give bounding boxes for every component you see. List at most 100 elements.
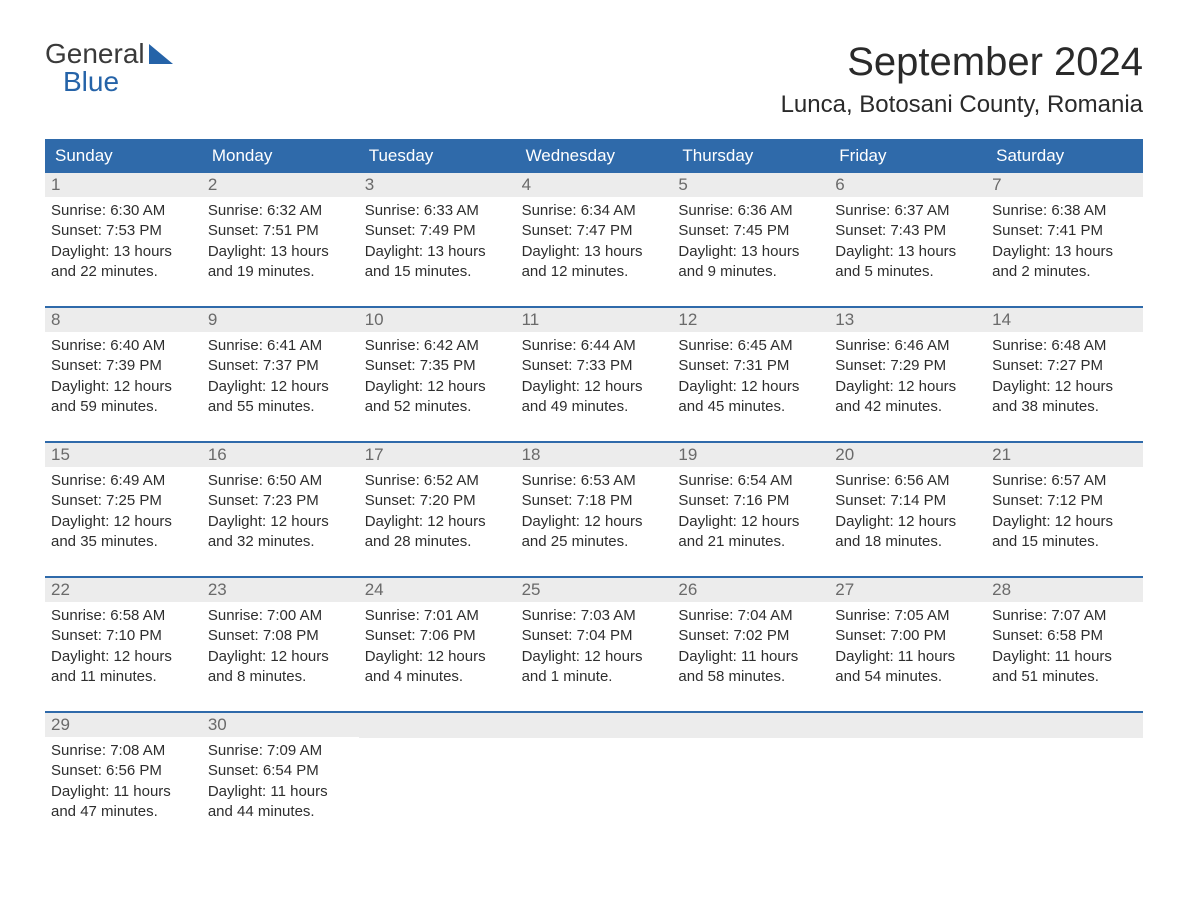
logo: General Blue — [45, 40, 173, 96]
day-number: 12 — [672, 308, 829, 332]
sunset-line: Sunset: 7:41 PM — [992, 221, 1137, 241]
daylight-line: Daylight: 11 hours — [678, 647, 823, 667]
week-row: 15Sunrise: 6:49 AMSunset: 7:25 PMDayligh… — [45, 441, 1143, 568]
day-cell: 23Sunrise: 7:00 AMSunset: 7:08 PMDayligh… — [202, 578, 359, 703]
day-number: 19 — [672, 443, 829, 467]
daylight-line: and 25 minutes. — [522, 532, 667, 552]
day-cell: 22Sunrise: 6:58 AMSunset: 7:10 PMDayligh… — [45, 578, 202, 703]
sunrise-line: Sunrise: 7:04 AM — [678, 606, 823, 626]
sunset-line: Sunset: 7:29 PM — [835, 356, 980, 376]
sunrise-line: Sunrise: 6:57 AM — [992, 471, 1137, 491]
day-body: Sunrise: 6:42 AMSunset: 7:35 PMDaylight:… — [359, 332, 516, 417]
sunset-line: Sunset: 7:04 PM — [522, 626, 667, 646]
daylight-line: Daylight: 12 hours — [522, 647, 667, 667]
daylight-line: Daylight: 11 hours — [992, 647, 1137, 667]
daylight-line: and 45 minutes. — [678, 397, 823, 417]
day-cell: 28Sunrise: 7:07 AMSunset: 6:58 PMDayligh… — [986, 578, 1143, 703]
day-cell — [359, 713, 516, 838]
day-number — [516, 713, 673, 738]
daylight-line: and 22 minutes. — [51, 262, 196, 282]
sunset-line: Sunset: 7:10 PM — [51, 626, 196, 646]
sunrise-line: Sunrise: 6:38 AM — [992, 201, 1137, 221]
daylight-line: and 11 minutes. — [51, 667, 196, 687]
daylight-line: Daylight: 13 hours — [365, 242, 510, 262]
day-cell: 5Sunrise: 6:36 AMSunset: 7:45 PMDaylight… — [672, 173, 829, 298]
day-cell: 15Sunrise: 6:49 AMSunset: 7:25 PMDayligh… — [45, 443, 202, 568]
daylight-line: and 19 minutes. — [208, 262, 353, 282]
dow-cell: Sunday — [45, 139, 202, 173]
logo-blue: Blue — [63, 68, 173, 96]
day-number: 11 — [516, 308, 673, 332]
day-body: Sunrise: 6:38 AMSunset: 7:41 PMDaylight:… — [986, 197, 1143, 282]
day-number: 1 — [45, 173, 202, 197]
day-body: Sunrise: 6:33 AMSunset: 7:49 PMDaylight:… — [359, 197, 516, 282]
daylight-line: and 5 minutes. — [835, 262, 980, 282]
day-number: 24 — [359, 578, 516, 602]
day-number: 3 — [359, 173, 516, 197]
day-cell: 30Sunrise: 7:09 AMSunset: 6:54 PMDayligh… — [202, 713, 359, 838]
day-number: 16 — [202, 443, 359, 467]
sunrise-line: Sunrise: 6:41 AM — [208, 336, 353, 356]
dow-cell: Tuesday — [359, 139, 516, 173]
day-cell: 8Sunrise: 6:40 AMSunset: 7:39 PMDaylight… — [45, 308, 202, 433]
daylight-line: and 1 minute. — [522, 667, 667, 687]
sunrise-line: Sunrise: 6:58 AM — [51, 606, 196, 626]
daylight-line: and 35 minutes. — [51, 532, 196, 552]
daylight-line: and 42 minutes. — [835, 397, 980, 417]
day-body: Sunrise: 6:50 AMSunset: 7:23 PMDaylight:… — [202, 467, 359, 552]
daylight-line: and 32 minutes. — [208, 532, 353, 552]
day-body: Sunrise: 6:46 AMSunset: 7:29 PMDaylight:… — [829, 332, 986, 417]
day-number: 7 — [986, 173, 1143, 197]
day-cell: 25Sunrise: 7:03 AMSunset: 7:04 PMDayligh… — [516, 578, 673, 703]
day-cell: 24Sunrise: 7:01 AMSunset: 7:06 PMDayligh… — [359, 578, 516, 703]
day-number: 27 — [829, 578, 986, 602]
daylight-line: Daylight: 11 hours — [51, 782, 196, 802]
sunrise-line: Sunrise: 6:36 AM — [678, 201, 823, 221]
day-cell: 29Sunrise: 7:08 AMSunset: 6:56 PMDayligh… — [45, 713, 202, 838]
day-body: Sunrise: 6:53 AMSunset: 7:18 PMDaylight:… — [516, 467, 673, 552]
daylight-line: Daylight: 12 hours — [678, 377, 823, 397]
day-number: 17 — [359, 443, 516, 467]
daylight-line: and 9 minutes. — [678, 262, 823, 282]
day-number: 9 — [202, 308, 359, 332]
daylight-line: Daylight: 11 hours — [835, 647, 980, 667]
sunrise-line: Sunrise: 7:09 AM — [208, 741, 353, 761]
daylight-line: and 58 minutes. — [678, 667, 823, 687]
daylight-line: and 18 minutes. — [835, 532, 980, 552]
sunrise-line: Sunrise: 6:33 AM — [365, 201, 510, 221]
dow-cell: Monday — [202, 139, 359, 173]
daylight-line: Daylight: 13 hours — [835, 242, 980, 262]
day-number: 18 — [516, 443, 673, 467]
daylight-line: and 15 minutes. — [365, 262, 510, 282]
sunset-line: Sunset: 7:20 PM — [365, 491, 510, 511]
day-cell: 16Sunrise: 6:50 AMSunset: 7:23 PMDayligh… — [202, 443, 359, 568]
sunrise-line: Sunrise: 6:40 AM — [51, 336, 196, 356]
day-body: Sunrise: 6:40 AMSunset: 7:39 PMDaylight:… — [45, 332, 202, 417]
day-body: Sunrise: 7:08 AMSunset: 6:56 PMDaylight:… — [45, 737, 202, 822]
day-cell: 9Sunrise: 6:41 AMSunset: 7:37 PMDaylight… — [202, 308, 359, 433]
day-number: 6 — [829, 173, 986, 197]
week-row: 22Sunrise: 6:58 AMSunset: 7:10 PMDayligh… — [45, 576, 1143, 703]
sunset-line: Sunset: 7:25 PM — [51, 491, 196, 511]
day-cell: 1Sunrise: 6:30 AMSunset: 7:53 PMDaylight… — [45, 173, 202, 298]
sunset-line: Sunset: 7:43 PM — [835, 221, 980, 241]
logo-general: General — [45, 40, 145, 68]
day-body: Sunrise: 6:44 AMSunset: 7:33 PMDaylight:… — [516, 332, 673, 417]
day-body: Sunrise: 7:04 AMSunset: 7:02 PMDaylight:… — [672, 602, 829, 687]
day-body: Sunrise: 6:37 AMSunset: 7:43 PMDaylight:… — [829, 197, 986, 282]
location: Lunca, Botosani County, Romania — [781, 91, 1143, 119]
title-block: September 2024 Lunca, Botosani County, R… — [781, 40, 1143, 119]
sunrise-line: Sunrise: 6:44 AM — [522, 336, 667, 356]
sunrise-line: Sunrise: 7:00 AM — [208, 606, 353, 626]
day-number: 4 — [516, 173, 673, 197]
day-cell: 2Sunrise: 6:32 AMSunset: 7:51 PMDaylight… — [202, 173, 359, 298]
daylight-line: Daylight: 12 hours — [992, 512, 1137, 532]
dow-cell: Thursday — [672, 139, 829, 173]
sunset-line: Sunset: 6:58 PM — [992, 626, 1137, 646]
day-number: 26 — [672, 578, 829, 602]
day-number: 8 — [45, 308, 202, 332]
day-number: 21 — [986, 443, 1143, 467]
sunrise-line: Sunrise: 6:45 AM — [678, 336, 823, 356]
header: General Blue September 2024 Lunca, Botos… — [45, 40, 1143, 119]
day-body: Sunrise: 7:05 AMSunset: 7:00 PMDaylight:… — [829, 602, 986, 687]
